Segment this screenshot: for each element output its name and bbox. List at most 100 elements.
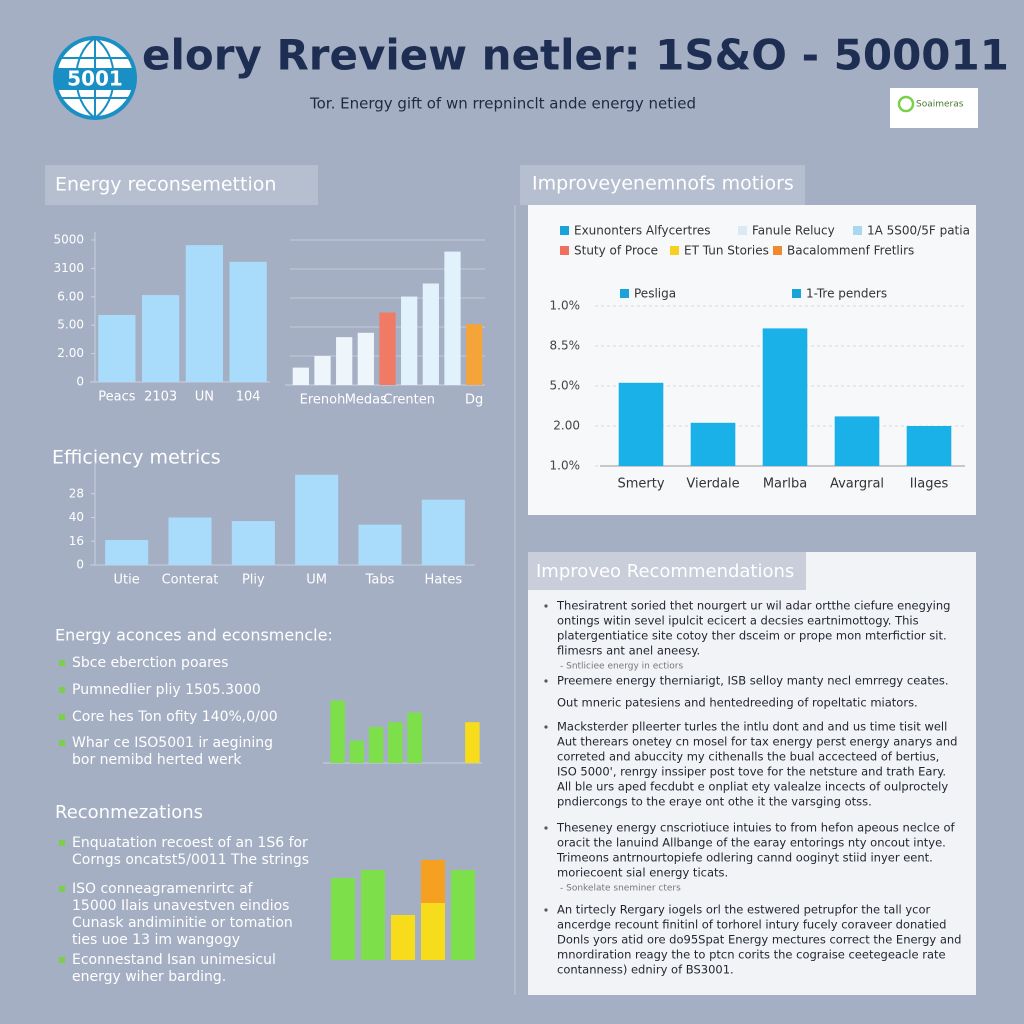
logo-text: 5001 (67, 67, 123, 91)
bullet (544, 604, 548, 608)
bar (185, 245, 223, 382)
paragraph-note: - Sntliciee energy in ectiors (560, 662, 683, 672)
bar (292, 367, 309, 385)
bar (401, 296, 418, 385)
paragraph-line: ancerdge recount finitinl of torhorel in… (557, 918, 946, 932)
logo-band (55, 68, 135, 90)
bullet (544, 826, 548, 830)
y-tick-label: 40 (69, 510, 84, 524)
x-tick-label: Dg (465, 393, 483, 408)
bar (142, 295, 180, 382)
y-tick-label: 5.0% (550, 379, 581, 393)
bar (388, 722, 403, 763)
paragraph-line: Theseney energy cnscriotiuce intuies to … (556, 821, 956, 835)
list-line: Enquatation recoest of an 1S6 for (72, 835, 308, 851)
bar (295, 474, 339, 565)
list-line: Econnestand Isan unimesicul (72, 952, 276, 968)
legend-swatch (792, 289, 801, 298)
section-title-bar (528, 552, 806, 590)
paragraph-line: Aut therears onetey cn mosel for tax ene… (557, 735, 957, 749)
x-tick-label: Medas (345, 393, 387, 408)
x-tick-label: Smerty (617, 477, 664, 492)
x-tick-label: Tabs (365, 573, 395, 588)
bar (906, 426, 952, 466)
section-title-bar (45, 165, 318, 205)
legend-label: Stuty of Proce (574, 244, 658, 258)
bar-segment (331, 878, 355, 960)
list-line: Corngs oncatst5/0011 The strings (72, 852, 309, 868)
list-line: ISO conneagramenrirtc af (72, 881, 254, 897)
paragraph-line: All ble urs aped fecdubt e onpliat ety v… (557, 780, 948, 794)
bar (105, 540, 149, 565)
bullet (59, 886, 65, 892)
legend-label: ET Tun Stories (684, 244, 769, 258)
legend-swatch (853, 226, 862, 235)
list-line: ties uoe 13 im wangogy (72, 932, 240, 948)
bullet (544, 725, 548, 729)
section-title-bar (520, 165, 805, 205)
x-tick-label: Erenoh (300, 393, 346, 408)
y-tick-label: 6.00 (57, 289, 84, 303)
y-tick-label: 2.00 (57, 346, 84, 360)
bar (349, 740, 365, 763)
bar (421, 499, 465, 565)
brand: Soaimeras (916, 100, 964, 110)
bar (762, 328, 808, 466)
paragraph-line: Thesiratrent soried thet nourgert ur wil… (556, 599, 950, 613)
list-line: 15000 Ilais unavestven eindios (72, 898, 289, 914)
x-tick-label: 2103 (144, 390, 177, 405)
paragraph-line: pndiercongs to the eraye ont othe it the… (557, 795, 872, 809)
subtitle: Tor. Energy gift of wn rrepninclt ande e… (309, 95, 696, 113)
brand-box (890, 88, 978, 128)
legend-label: Exunonters Alfycertres (574, 224, 711, 238)
x-tick-label: Vierdale (686, 477, 739, 492)
y-tick-label: 28 (69, 486, 84, 500)
x-tick-label: Crenten (383, 393, 435, 408)
legend-label: Fanule Relucy (752, 224, 835, 238)
bar (466, 324, 483, 385)
legend-label: 1-Tre penders (806, 287, 887, 301)
paragraph-line: Preemere energy therniarigt, ISB selloy … (557, 674, 949, 688)
paragraph-line: Donls yors atid ore do95Spat Energy mect… (557, 933, 961, 947)
bullet (59, 740, 65, 746)
bar (422, 283, 439, 385)
list-line: Core hes Ton ofity 140%,0/00 (72, 709, 278, 725)
bullet (544, 908, 548, 912)
y-tick-label: 2.00 (553, 419, 580, 433)
paragraph-line: Out mneric patesiens and hentedreeding o… (557, 696, 918, 710)
bar (314, 356, 331, 385)
y-tick-label: 1.0% (550, 459, 581, 473)
paragraph-line: Trimeons antrnourtopiefe odlering cannd … (556, 851, 933, 865)
chart-title: Energy reconsemettion (55, 174, 276, 196)
legend-swatch (560, 246, 569, 255)
paragraph-line: Macksterder plleerter turles the intlu d… (557, 720, 947, 734)
bar-segment (391, 915, 415, 960)
y-tick-label: 5.00 (57, 318, 84, 332)
paragraph-line: platergentiatice site cotoy ther dsceim … (557, 629, 947, 643)
x-tick-label: Utie (114, 573, 140, 588)
paragraph-line: moriecoent sial energy ticats. (557, 866, 728, 880)
x-tick-label: UN (195, 390, 214, 405)
x-tick-label: 104 (236, 390, 261, 405)
y-tick-label: 16 (69, 534, 84, 548)
legend-swatch (560, 226, 569, 235)
x-tick-label: Avargral (830, 477, 884, 492)
page-title: elory Rreview netler: 1S&O - 500011 (142, 31, 1009, 80)
paragraph-line: mnordiration reagy the to ptcn corits th… (557, 948, 946, 962)
bar (465, 722, 480, 763)
panel-title: Improveo Recommendations (536, 561, 794, 582)
chart-title: Efficiency metrics (52, 447, 221, 469)
legend-swatch (620, 289, 629, 298)
legend-swatch (670, 246, 679, 255)
list-line: bor nemibd herted werk (72, 752, 242, 768)
list-title: Energy aconces and econsmencle: (55, 626, 333, 645)
bar (368, 727, 384, 763)
bar (690, 422, 736, 466)
list-line: Whar ce ISO5001 ir aegining (72, 735, 273, 751)
bullet (59, 660, 65, 666)
chart-title: Improveyenemnofs motiors (532, 173, 794, 195)
x-tick-label: Pliy (242, 573, 265, 588)
paragraph-note: - Sonkelate sneminer cters (560, 884, 681, 894)
brand-icon (897, 95, 915, 113)
